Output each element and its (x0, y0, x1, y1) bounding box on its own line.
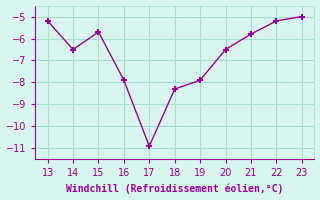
X-axis label: Windchill (Refroidissement éolien,°C): Windchill (Refroidissement éolien,°C) (66, 184, 284, 194)
